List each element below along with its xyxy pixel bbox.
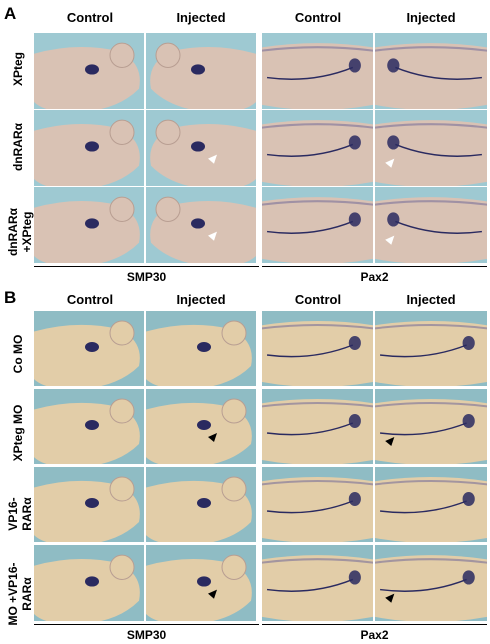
col-header-a-4: Injected bbox=[406, 10, 456, 25]
footer-rule-a-right bbox=[262, 266, 487, 267]
embryo-photo-b-r2-c4 bbox=[375, 389, 487, 464]
embryo-photo-b-r4-c4 bbox=[375, 545, 487, 621]
row-label-b-4: MO +VP16- RARα bbox=[6, 562, 34, 626]
col-header-b-1: Control bbox=[66, 292, 114, 307]
col-header-b-4: Injected bbox=[406, 292, 456, 307]
row-label-a-1: XPteg bbox=[11, 52, 25, 87]
embryo-photo-a-r3-c3 bbox=[262, 187, 373, 263]
embryo-photo-a-r3-c1 bbox=[34, 187, 144, 263]
embryo-photo-b-r4-c2 bbox=[146, 545, 256, 621]
embryo-photo-a-r1-c1 bbox=[34, 33, 144, 109]
embryo-photo-b-r1-c4 bbox=[375, 311, 487, 386]
footer-label-a-pax2: Pax2 bbox=[360, 270, 389, 284]
row-label-b-1: Co MO bbox=[11, 334, 25, 374]
embryo-photo-b-r4-c3 bbox=[262, 545, 373, 621]
embryo-photo-b-r3-c4 bbox=[375, 467, 487, 542]
embryo-photo-b-r2-c2 bbox=[146, 389, 256, 464]
footer-label-b-smp30: SMP30 bbox=[126, 628, 167, 642]
embryo-photo-b-r1-c3 bbox=[262, 311, 373, 386]
col-header-a-1: Control bbox=[66, 10, 114, 25]
embryo-photo-a-r3-c4 bbox=[375, 187, 487, 263]
row-label-b-2: XPteg MO bbox=[11, 404, 25, 462]
col-header-a-2: Injected bbox=[176, 10, 226, 25]
embryo-photo-b-r2-c1 bbox=[34, 389, 144, 464]
footer-label-a-smp30: SMP30 bbox=[126, 270, 167, 284]
embryo-photo-a-r2-c2 bbox=[146, 110, 256, 186]
row-label-a-2: dnRARα bbox=[11, 122, 25, 172]
panel-letter-b: B bbox=[4, 288, 17, 307]
embryo-photo-b-r2-c3 bbox=[262, 389, 373, 464]
embryo-photo-b-r1-c2 bbox=[146, 311, 256, 386]
panel-letter-a: A bbox=[4, 4, 17, 23]
embryo-photo-a-r2-c3 bbox=[262, 110, 373, 186]
footer-rule-b-left bbox=[34, 624, 259, 625]
embryo-photo-b-r3-c1 bbox=[34, 467, 144, 542]
embryo-photo-a-r2-c4 bbox=[375, 110, 487, 186]
col-header-b-2: Injected bbox=[176, 292, 226, 307]
col-header-b-3: Control bbox=[294, 292, 342, 307]
embryo-photo-a-r1-c2 bbox=[146, 33, 256, 109]
embryo-photo-a-r3-c2 bbox=[146, 187, 256, 263]
embryo-photo-b-r4-c1 bbox=[34, 545, 144, 621]
footer-rule-a-left bbox=[34, 266, 259, 267]
embryo-photo-b-r3-c3 bbox=[262, 467, 373, 542]
embryo-photo-b-r3-c2 bbox=[146, 467, 256, 542]
embryo-photo-a-r1-c4 bbox=[375, 33, 487, 109]
embryo-photo-a-r1-c3 bbox=[262, 33, 373, 109]
col-header-a-3: Control bbox=[294, 10, 342, 25]
embryo-photo-b-r1-c1 bbox=[34, 311, 144, 386]
footer-label-b-pax2: Pax2 bbox=[360, 628, 389, 642]
footer-rule-b-right bbox=[262, 624, 487, 625]
row-label-b-3: VP16- RARα bbox=[6, 497, 34, 531]
embryo-photo-a-r2-c1 bbox=[34, 110, 144, 186]
row-label-a-3: dnRARα +XPteg bbox=[6, 207, 34, 257]
